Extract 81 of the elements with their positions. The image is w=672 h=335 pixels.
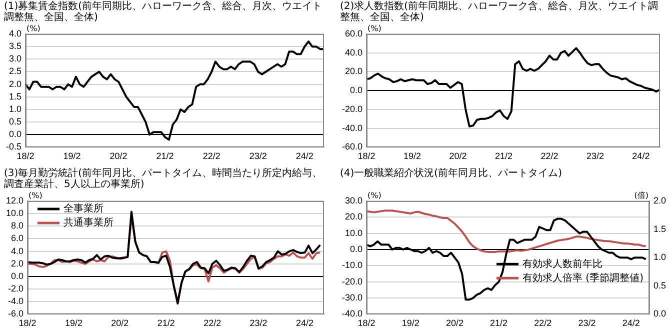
x-tick-label: 23/2 <box>586 151 604 162</box>
x-tick-label: 18/2 <box>358 151 376 162</box>
y-tick-label: 1.5 <box>8 91 22 102</box>
y-tick-label: -40.0 <box>342 308 363 319</box>
x-tick-label: 20/2 <box>110 151 128 162</box>
y-tick-label: 12.0 <box>6 195 24 206</box>
y-tick-label: 20.0 <box>344 212 363 222</box>
y2-tick-label: 1.5 <box>653 224 666 234</box>
y-axis-title: (%) <box>368 191 382 200</box>
x-tick-label: 21/2 <box>490 318 508 328</box>
y-tick-label: 6.0 <box>11 233 24 244</box>
y-tick-label: 60.0 <box>344 28 363 38</box>
x-tick-label: 22/2 <box>202 151 220 162</box>
y2-tick-label: 0.0 <box>653 308 666 319</box>
x-tick-label: 20/2 <box>446 318 464 328</box>
x-tick-label: 21/2 <box>156 151 174 162</box>
x-tick-label: 23/2 <box>249 151 267 162</box>
y-tick-label: 30.0 <box>344 195 363 206</box>
y-tick-label: 40.0 <box>344 47 363 58</box>
x-tick-label: 19/2 <box>402 318 420 328</box>
chart-title: (3)毎月勤労統計(前年同月比、パートタイム、時間当たり所定内給与、調査産業計、5人以上の事業所) <box>3 167 324 191</box>
x-tick-label: 18/2 <box>358 318 376 328</box>
y-tick-label: 0.0 <box>350 244 363 254</box>
y-tick-label: -4.0 <box>8 296 24 306</box>
y-tick-label: 10.0 <box>344 228 363 238</box>
x-tick-label: 24/2 <box>296 151 314 162</box>
x-tick-label: 20/2 <box>449 151 467 162</box>
x-tick-label: 22/2 <box>204 318 222 328</box>
y-tick-label: 2.5 <box>8 66 22 76</box>
y-tick-label: 2.0 <box>8 78 22 89</box>
y-tick-label: 0.0 <box>350 85 363 96</box>
legend-label: 共通事業所 <box>64 216 114 229</box>
y-tick-label: 4.0 <box>11 246 24 256</box>
x-tick-label: 22/2 <box>534 318 552 328</box>
y-tick-label: 20.0 <box>344 66 363 76</box>
x-tick-label: 24/2 <box>632 151 650 162</box>
y2-axis-title: (倍) <box>634 191 648 200</box>
y-tick-label: -0.5 <box>6 142 22 152</box>
y-tick-label: 4.0 <box>8 28 22 38</box>
y-tick-label: 3.5 <box>8 41 22 52</box>
legend-label: 全事業所 <box>64 202 104 215</box>
x-tick-label: 19/2 <box>64 318 82 328</box>
legend-label: 有効求人倍率 (季節調整値) <box>522 272 644 284</box>
x-tick-label: 21/2 <box>494 151 512 162</box>
y-tick-label: -30.0 <box>342 292 363 303</box>
y-tick-label: -60.0 <box>342 142 363 152</box>
chart-title: (4)一般職業紹介状況(前年同月比、パートタイム) <box>339 167 563 181</box>
y2-tick-label: 0.5 <box>653 280 666 290</box>
y2-tick-label: 1.0 <box>653 252 666 262</box>
y-tick-label: -20.0 <box>342 104 363 114</box>
y-tick-label: -40.0 <box>342 122 363 133</box>
x-tick-label: 18/2 <box>18 318 36 328</box>
x-tick-label: 20/2 <box>111 318 129 328</box>
y-tick-label: 1.0 <box>8 104 22 114</box>
x-tick-label: 19/2 <box>63 151 81 162</box>
x-tick-label: 18/2 <box>16 151 34 162</box>
y-axis-title: (%) <box>368 24 382 34</box>
y-tick-label: 10.0 <box>6 208 24 218</box>
x-tick-label: 22/2 <box>540 151 558 162</box>
x-tick-label: 24/2 <box>296 318 314 328</box>
y-tick-label: -20.0 <box>342 276 363 286</box>
y-tick-label: -10.0 <box>342 260 363 270</box>
y-tick-label: 3.0 <box>8 54 22 64</box>
x-tick-label: 23/2 <box>578 318 596 328</box>
y-tick-label: 8.0 <box>11 220 24 231</box>
legend-label: 有効求人数前年比 <box>522 258 603 270</box>
y-axis-title: (%) <box>26 24 40 34</box>
y-tick-label: -2.0 <box>8 284 24 294</box>
x-tick-label: 21/2 <box>157 318 175 328</box>
y-tick-label: -6.0 <box>8 308 24 319</box>
y-tick-label: 0.0 <box>11 270 24 281</box>
y-tick-label: 0.0 <box>8 129 22 140</box>
y-tick-label: 2.0 <box>11 258 24 268</box>
y2-tick-label: 2.0 <box>653 195 666 206</box>
x-tick-label: 24/2 <box>622 318 640 328</box>
chart-title: (1)募集賃金指数(前年同期比、ハローワーク含、総合、月次、ウエイト調整無、全国、全体) <box>3 0 324 24</box>
y-axis-title: (%) <box>28 191 42 200</box>
y-tick-label: 0.5 <box>8 116 22 127</box>
x-tick-label: 23/2 <box>250 318 268 328</box>
x-tick-label: 19/2 <box>403 151 422 162</box>
chart-title: (2)求人数指数(前年同期比、ハローワーク含、総合、月次、ウエイト調整無、全国、全体) <box>339 0 660 24</box>
